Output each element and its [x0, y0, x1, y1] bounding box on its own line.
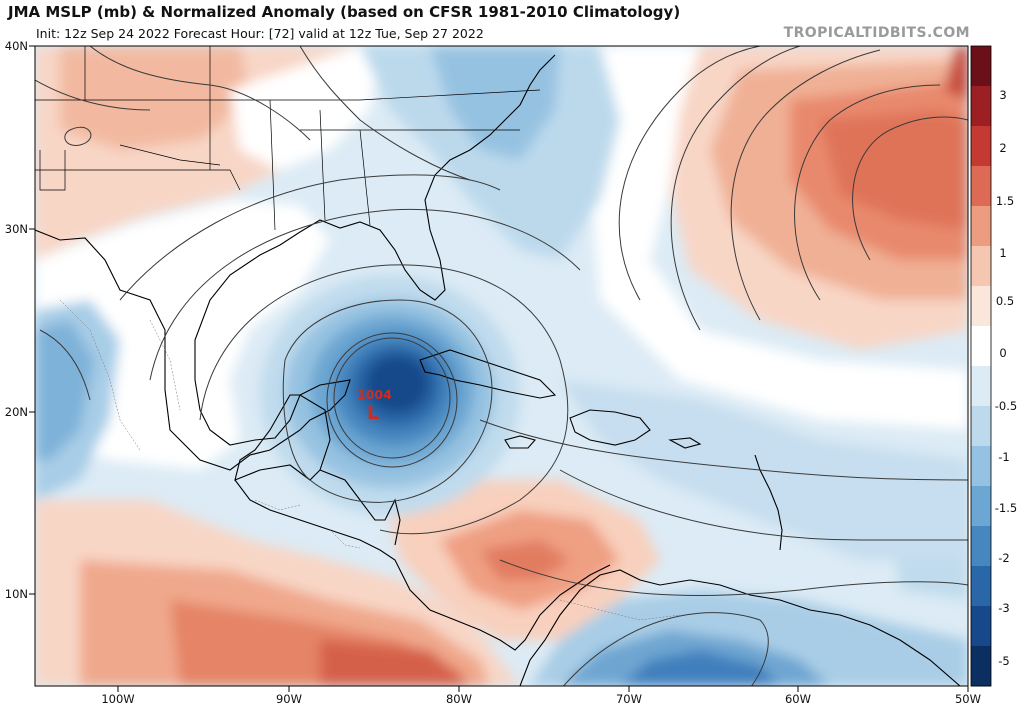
- low-pressure-value: 1004: [357, 387, 392, 402]
- lon-label: 100W: [101, 692, 134, 706]
- lat-label: 10N: [5, 587, 28, 601]
- lon-label: 50W: [955, 692, 981, 706]
- borders: [35, 46, 541, 231]
- colorbar-swatch: [971, 406, 991, 447]
- colorbar-swatch: [971, 286, 991, 327]
- colorbar-label: -1.5: [995, 501, 1017, 515]
- map-frame: [34, 45, 969, 687]
- colorbar-label: -0.5: [995, 399, 1017, 413]
- colorbar-swatch: [971, 206, 991, 247]
- anomaly-shading: [35, 46, 968, 686]
- colorbar-labels: 3 2 1.5 1 0.5 0 -0.5 -1 -1.5 -2 -3 -5: [995, 88, 1017, 668]
- colorbar-swatch: [971, 366, 991, 407]
- colorbar-swatch: [971, 326, 991, 367]
- chart-subtitle: Init: 12z Sep 24 2022 Forecast Hour: [72…: [36, 26, 484, 41]
- colorbar-swatch: [971, 526, 991, 567]
- coastlines: [35, 54, 961, 686]
- latitude-axis: 40N 30N 20N 10N: [5, 39, 35, 601]
- colorbar-label: -3: [998, 601, 1009, 615]
- colorbar-label: 2: [999, 141, 1006, 155]
- lat-label: 40N: [5, 39, 28, 53]
- colorbar-swatch: [971, 606, 991, 647]
- colorbar-swatch: [971, 126, 991, 167]
- colorbar-label: 0: [999, 346, 1006, 360]
- lat-label: 20N: [5, 405, 28, 419]
- lon-label: 70W: [616, 692, 642, 706]
- colorbar-label: 1.5: [996, 194, 1014, 208]
- colorbar-label: -1: [998, 450, 1009, 464]
- province-borders: [59, 299, 681, 621]
- colorbar-swatch: [971, 46, 991, 87]
- colorbar-swatch: [971, 166, 991, 207]
- lon-label: 90W: [276, 692, 302, 706]
- colorbar-swatch: [971, 86, 991, 127]
- lon-label: 80W: [446, 692, 472, 706]
- chart-title: JMA MSLP (mb) & Normalized Anomaly (base…: [8, 3, 681, 21]
- low-pressure-symbol: L: [367, 402, 379, 424]
- colorbar: [970, 45, 992, 687]
- longitude-axis: 100W 90W 80W 70W 60W 50W: [101, 686, 981, 706]
- lon-label: 60W: [785, 692, 811, 706]
- colorbar-swatch: [971, 246, 991, 287]
- colorbar-label: 0.5: [996, 294, 1014, 308]
- colorbar-label: -5: [998, 654, 1009, 668]
- colorbar-label: 3: [999, 88, 1006, 102]
- colorbar-label: -2: [998, 551, 1009, 565]
- brand-watermark: TROPICALTIDBITS.COM: [783, 25, 970, 41]
- colorbar-frame: [970, 45, 992, 687]
- colorbar-swatch: [971, 646, 991, 687]
- colorbar-swatch: [971, 566, 991, 607]
- isobars: [35, 46, 968, 686]
- lat-label: 30N: [5, 222, 28, 236]
- colorbar-label: 1: [999, 246, 1006, 260]
- colorbar-swatch: [971, 446, 991, 487]
- colorbar-swatch: [971, 486, 991, 527]
